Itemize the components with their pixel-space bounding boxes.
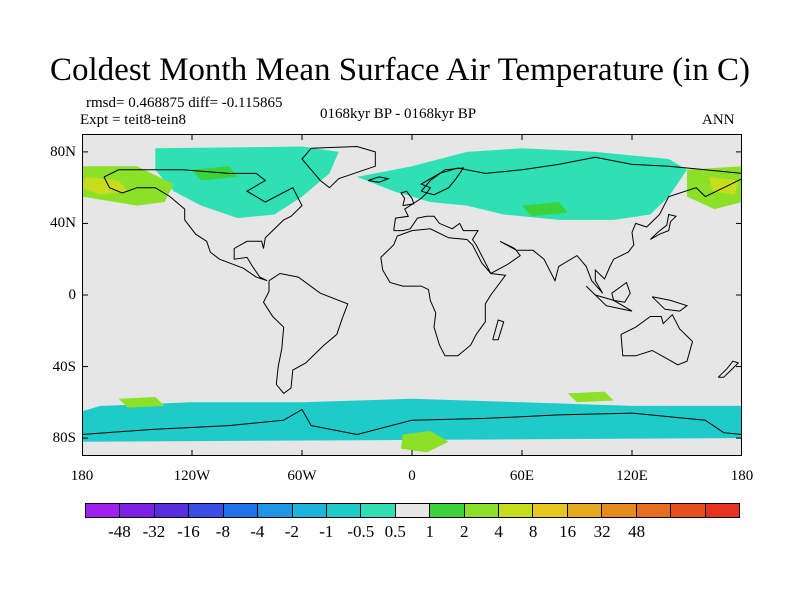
anomaly-region	[567, 391, 614, 403]
anomaly-region	[401, 431, 449, 453]
colorbar-segment	[292, 504, 327, 517]
colorbar-segment	[395, 504, 431, 517]
eurasia-coast	[393, 156, 742, 294]
north-america-coast	[103, 169, 303, 282]
lon-label: 0	[408, 468, 416, 484]
indonesia-coast	[585, 285, 633, 312]
lon-label: 60E	[509, 468, 535, 484]
colorbar-segment	[705, 504, 740, 517]
anomaly-region	[155, 146, 339, 219]
colorbar-label: 0.5	[384, 522, 406, 541]
colorbar-label: -16	[177, 522, 200, 541]
britain-coast	[400, 190, 415, 207]
colorbar	[85, 503, 740, 518]
lat-label: 80N	[50, 143, 76, 160]
colorbar-segment	[430, 504, 465, 517]
anomaly-region	[709, 176, 739, 195]
colorbar-label: 8	[528, 522, 538, 541]
colorbar-segment	[671, 504, 706, 517]
colorbar-label: -48	[108, 522, 131, 541]
colorbar-label: -2	[284, 522, 299, 541]
colorbar-label: 48	[628, 522, 646, 541]
lat-label: 80S	[52, 430, 76, 447]
rmsd-diff-label: rmsd= 0.468875 diff= -0.115865	[86, 95, 283, 111]
iceland-coast	[367, 176, 390, 183]
anomaly-region	[522, 202, 568, 217]
colorbar-segment	[154, 504, 190, 517]
anomaly-region	[357, 148, 687, 220]
new-guinea-coast	[651, 296, 689, 312]
colorbar-segment	[602, 504, 637, 517]
japan-coast	[649, 213, 677, 240]
colorbar-segment	[533, 504, 568, 517]
colorbar-segment	[258, 504, 293, 517]
colorbar-label: 32	[593, 522, 611, 541]
axis-ticks	[82, 134, 742, 456]
colorbar-label: -4	[250, 522, 265, 541]
anomaly-region	[118, 397, 165, 408]
chart-title: Coldest Month Mean Surface Air Temperatu…	[50, 52, 750, 88]
colorbar-segment	[464, 504, 500, 517]
colorbar-segment	[86, 504, 121, 517]
season-label: ANN	[702, 112, 735, 128]
borneo-coast	[611, 281, 631, 303]
scandinavia-coast	[420, 167, 465, 196]
lat-label: 40S	[52, 358, 76, 375]
lon-label: 60W	[287, 468, 317, 484]
new-zealand-coast	[717, 360, 740, 378]
colorbar-segment	[120, 504, 155, 517]
colorbar-label: 2	[459, 522, 469, 541]
period-label: 0168kyr BP - 0168kyr BP	[320, 106, 477, 122]
colorbar-label: -0.5	[347, 522, 375, 541]
africa-coast	[380, 228, 507, 357]
colorbar-label: -1	[319, 522, 334, 541]
anomaly-region	[192, 166, 238, 181]
lon-label: 180	[70, 468, 94, 484]
colorbar-label: -32	[142, 522, 166, 541]
antarctica-coast	[82, 408, 742, 436]
colorbar-segment	[189, 504, 224, 517]
colorbar-segment	[361, 504, 396, 517]
map-panel	[82, 134, 742, 456]
colorbar-segment	[636, 504, 672, 517]
south-america-coast	[262, 272, 349, 395]
colorbar-segment	[499, 504, 534, 517]
lat-label: 40N	[50, 215, 76, 232]
colorbar-label: 16	[559, 522, 577, 541]
madagascar-coast	[492, 319, 505, 341]
lon-label: 180	[730, 468, 754, 484]
expt-label: Expt = teit8-tein8	[80, 112, 186, 128]
australia-coast	[620, 313, 694, 366]
greenland-coast	[301, 145, 376, 189]
map-plot-area	[82, 134, 742, 456]
colorbar-segment	[326, 504, 362, 517]
lon-label: 120W	[173, 468, 211, 484]
colorbar-segment	[567, 504, 603, 517]
lat-label: 0	[68, 287, 77, 303]
lon-label: 120E	[616, 468, 648, 484]
colorbar-segment	[223, 504, 259, 517]
coastlines	[82, 145, 742, 436]
colorbar-label: -8	[215, 522, 230, 541]
colorbar-label: 1	[425, 522, 434, 541]
colorbar-label: 4	[494, 522, 503, 541]
